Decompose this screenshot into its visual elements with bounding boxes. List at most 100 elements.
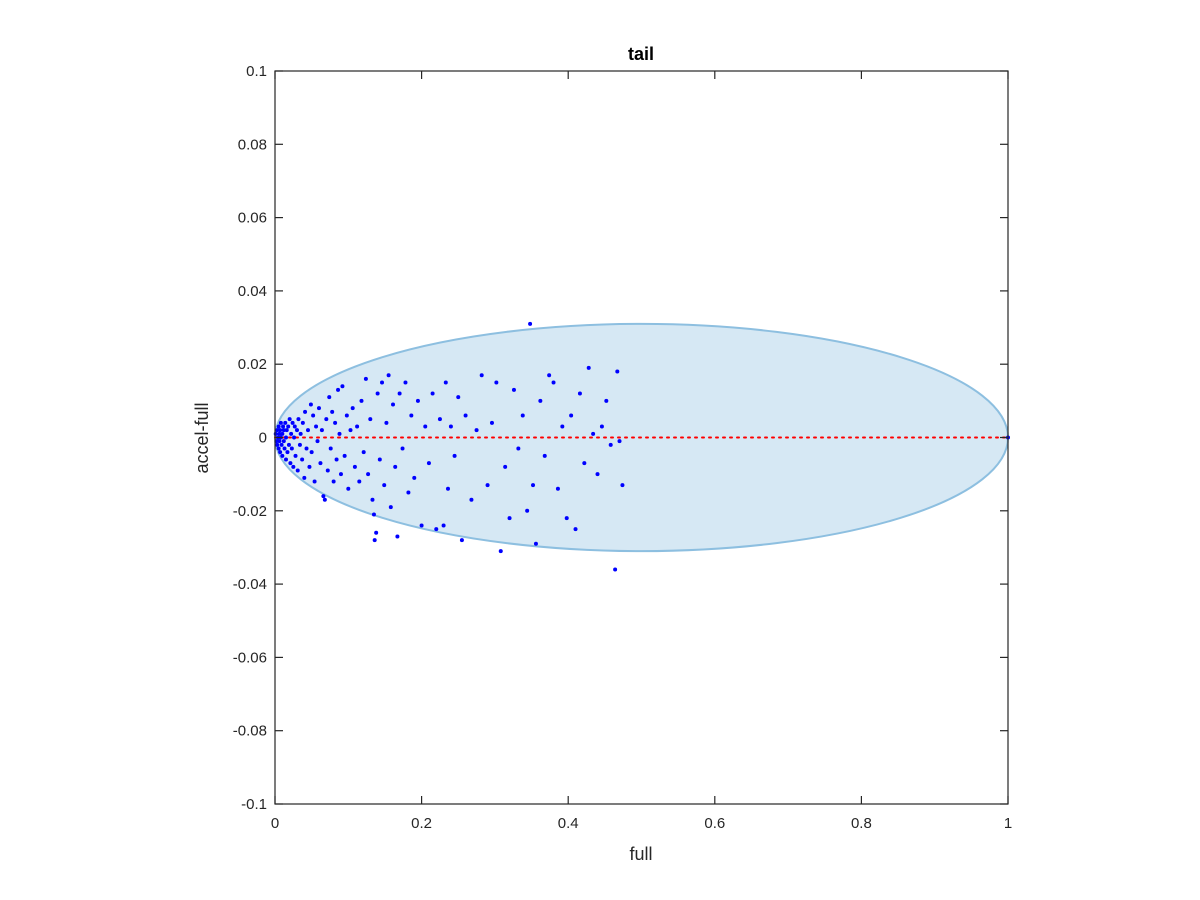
x-tick-label: 0 — [271, 815, 279, 832]
data-point — [289, 446, 294, 451]
data-point — [361, 450, 366, 455]
x-tick-label: 0.8 — [851, 815, 872, 832]
data-point — [426, 461, 431, 466]
data-point — [456, 395, 461, 400]
data-point — [531, 483, 536, 488]
data-point — [494, 380, 499, 385]
data-point — [321, 494, 326, 499]
x-tick-label: 0.6 — [704, 815, 725, 832]
data-point — [292, 424, 297, 429]
plot-area — [274, 71, 1009, 804]
data-point — [286, 442, 291, 447]
data-point — [551, 380, 556, 385]
data-point — [388, 505, 393, 510]
data-point — [324, 417, 329, 422]
x-tick-label: 0.4 — [558, 815, 579, 832]
data-point — [342, 453, 347, 458]
data-point — [441, 523, 446, 528]
data-point — [542, 453, 547, 458]
data-point — [430, 391, 435, 396]
data-point — [538, 398, 543, 403]
data-point — [344, 413, 349, 418]
y-tick-label: 0.1 — [246, 63, 267, 80]
data-point — [393, 464, 398, 469]
x-tick-label: 1 — [1004, 815, 1012, 832]
data-point — [295, 468, 300, 473]
data-point — [285, 450, 290, 455]
data-point — [370, 497, 375, 502]
y-tick-label: -0.04 — [233, 576, 267, 593]
x-tick-label: 0.2 — [411, 815, 432, 832]
data-point — [617, 439, 622, 444]
data-point — [352, 464, 357, 469]
data-point — [282, 446, 287, 451]
data-point — [586, 365, 591, 370]
data-point — [292, 435, 297, 440]
y-tick-label: -0.1 — [241, 796, 267, 813]
data-point — [278, 428, 283, 433]
data-point — [419, 523, 424, 528]
data-point — [278, 420, 283, 425]
data-point — [334, 457, 339, 462]
data-point — [395, 534, 400, 539]
data-point — [479, 373, 484, 378]
data-point — [336, 387, 341, 392]
data-point — [415, 398, 420, 403]
data-point — [318, 461, 323, 466]
data-point — [316, 406, 321, 411]
data-point — [463, 413, 468, 418]
data-point — [591, 431, 596, 436]
data-point — [340, 384, 345, 389]
data-point — [311, 413, 316, 418]
data-point — [273, 431, 278, 436]
data-point — [302, 475, 307, 480]
data-point — [307, 464, 312, 469]
data-point — [547, 373, 552, 378]
data-point — [322, 497, 327, 502]
data-point — [297, 442, 302, 447]
data-point — [582, 461, 587, 466]
x-axis-label: full — [629, 844, 652, 864]
data-point — [372, 538, 377, 543]
data-point — [309, 450, 314, 455]
data-point — [300, 420, 305, 425]
y-tick-label: 0.04 — [238, 283, 267, 300]
data-point — [281, 424, 286, 429]
data-point — [286, 424, 291, 429]
data-point — [445, 486, 450, 491]
data-point — [276, 446, 281, 451]
data-point — [573, 527, 578, 532]
data-point — [498, 549, 503, 554]
data-point — [560, 424, 565, 429]
data-point — [283, 435, 288, 440]
data-point — [290, 420, 295, 425]
data-point — [564, 516, 569, 521]
data-point — [485, 483, 490, 488]
data-point — [363, 376, 368, 381]
data-point — [525, 508, 530, 513]
data-point — [423, 424, 428, 429]
data-point — [355, 424, 360, 429]
data-point — [281, 428, 286, 433]
data-point — [304, 446, 309, 451]
data-point — [291, 464, 296, 469]
data-point — [275, 428, 280, 433]
data-point — [613, 567, 618, 572]
data-point — [507, 516, 512, 521]
data-point — [350, 406, 355, 411]
axes: 0 0.2 0.4 0.6 0.8 1 -0.1 -0.08 -0.06 -0.04 -0.02 0 0… — [233, 63, 1012, 832]
data-point — [474, 428, 479, 433]
data-point — [280, 453, 285, 458]
data-point — [368, 417, 373, 422]
y-axis-label: accel-full — [192, 402, 212, 473]
y-tick-label: 0.08 — [238, 136, 267, 153]
data-point — [516, 446, 521, 451]
data-point — [615, 369, 620, 374]
data-point — [533, 541, 538, 546]
chart-title: tail — [628, 44, 654, 64]
data-point — [296, 417, 301, 422]
data-point — [287, 417, 292, 422]
data-point — [277, 431, 282, 436]
data-point — [469, 497, 474, 502]
